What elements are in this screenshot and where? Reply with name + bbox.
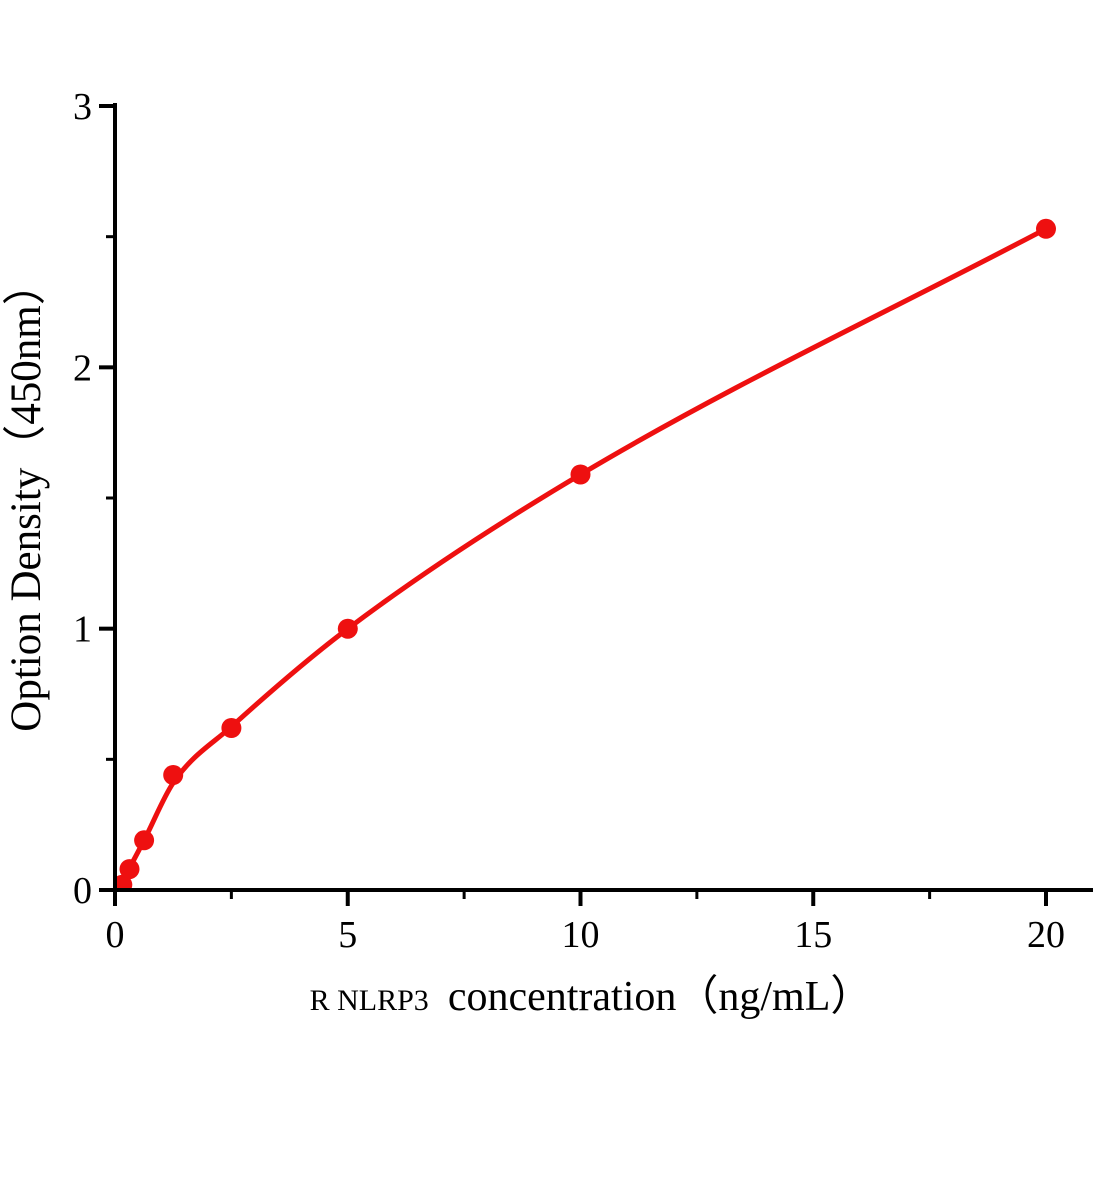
axes: 0 5 10 15 20 0 1 2 3 (73, 86, 1093, 956)
x-tick-label: 5 (338, 914, 357, 956)
x-tick-label: 10 (562, 914, 600, 956)
y-tick-label: 1 (73, 609, 92, 651)
data-point (163, 765, 184, 785)
y-tick-label: 0 (73, 870, 92, 912)
data-point (119, 859, 140, 880)
data-point (134, 830, 155, 851)
data-point (570, 464, 591, 485)
y-tick-label: 3 (73, 86, 92, 128)
data-point (1036, 218, 1056, 239)
data-point (337, 618, 358, 639)
x-axis-title-prefix: R NLRP3 (310, 984, 429, 1017)
plot-area: 0 5 10 15 20 0 1 2 3 (73, 86, 1093, 956)
x-tick-label: 20 (1027, 914, 1065, 956)
x-tick-label: 0 (106, 914, 125, 956)
y-tick-label: 2 (73, 347, 92, 389)
y-axis-title: Option Density（450nm） (3, 262, 50, 731)
x-tick-label: 15 (794, 914, 832, 956)
x-axis-title: R NLRP3 concentration（ng/mL） (310, 974, 873, 1020)
fit-curve (115, 226, 1048, 890)
x-axis-title-main: concentration（ng/mL） (448, 974, 873, 1020)
data-layer (115, 218, 1056, 890)
data-point (221, 718, 242, 738)
